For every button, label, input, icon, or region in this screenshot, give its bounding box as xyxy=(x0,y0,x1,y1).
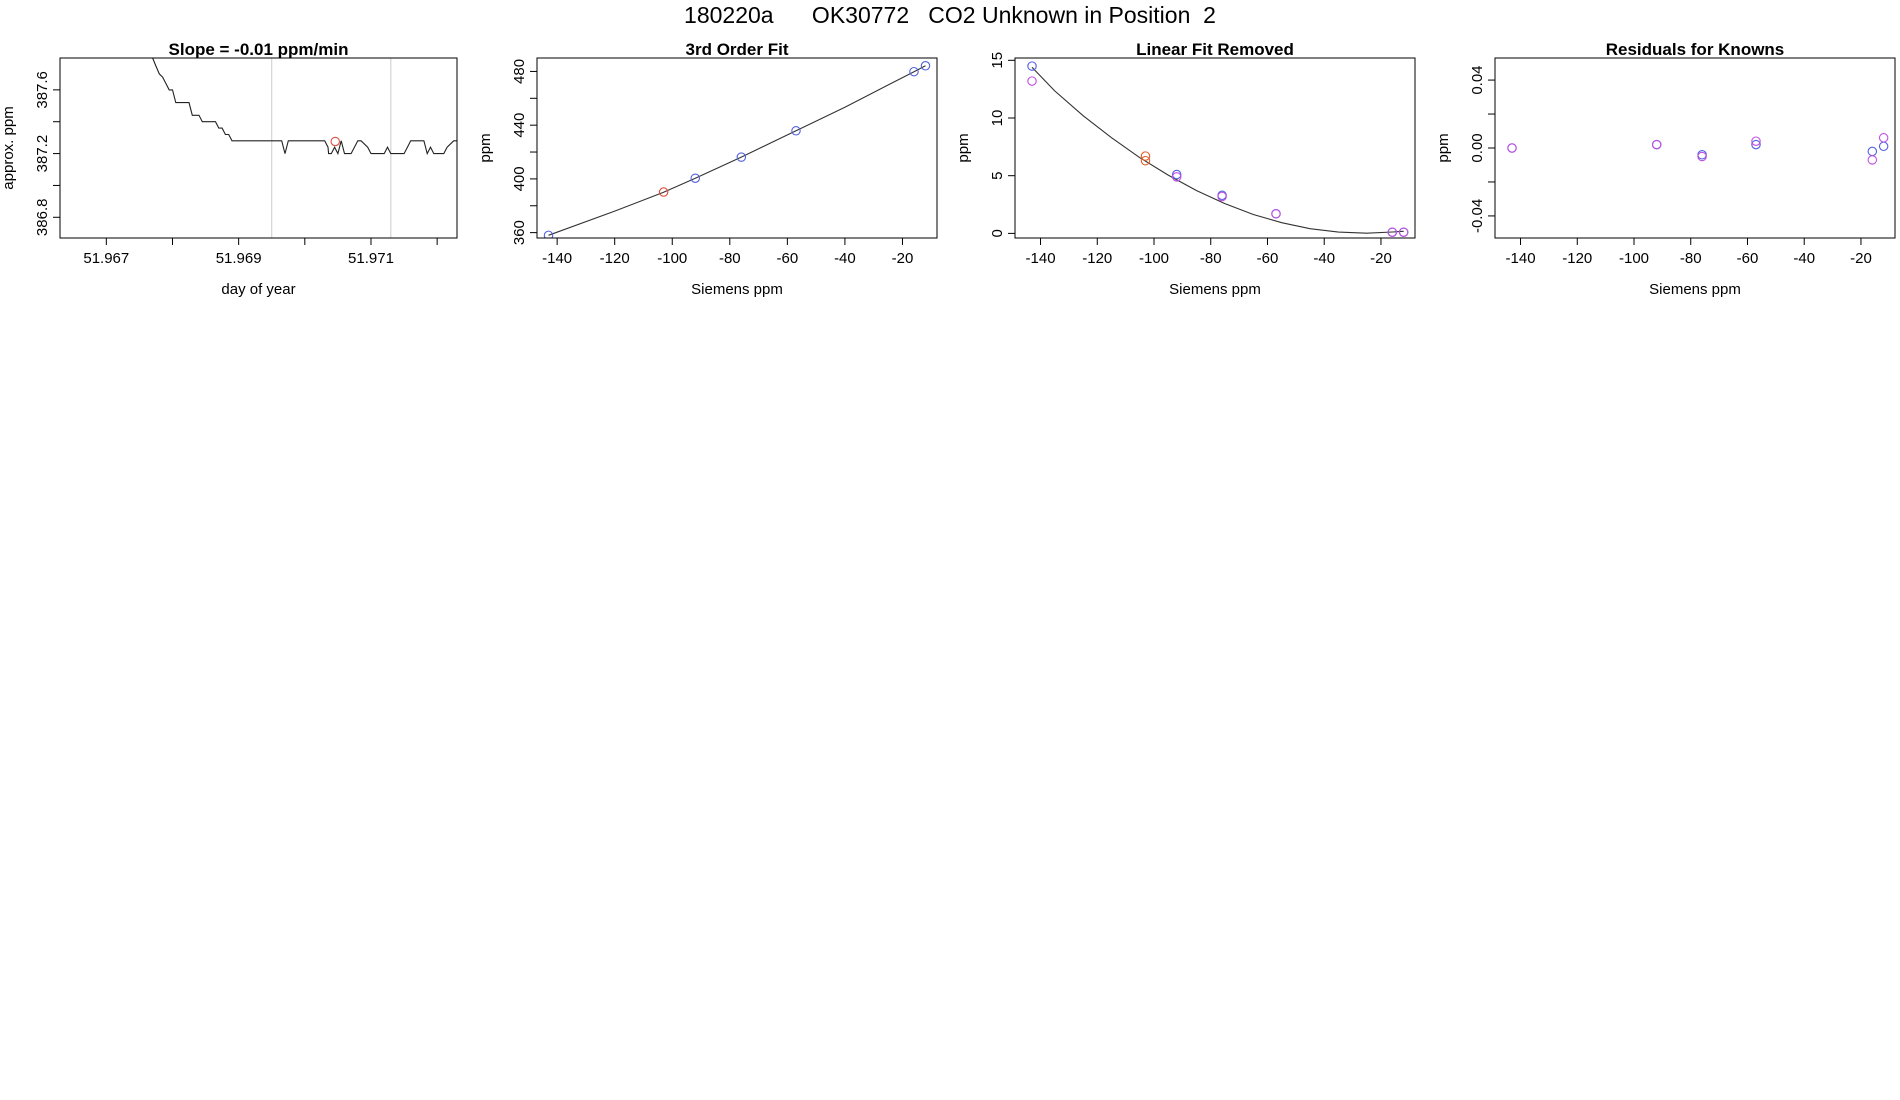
y-tick-label: 386.8 xyxy=(34,199,51,237)
series-line xyxy=(152,58,457,156)
x-tick-label: -40 xyxy=(1793,250,1815,267)
x-tick-label: -120 xyxy=(1562,250,1592,267)
plot-frame xyxy=(536,57,938,239)
x-axis-label: day of year xyxy=(221,281,295,298)
y-tick-label: 387.2 xyxy=(34,135,51,173)
x-tick-label: -20 xyxy=(1850,250,1872,267)
chart-title: Linear Fit Removed xyxy=(1136,40,1294,59)
plot-frame xyxy=(59,57,458,239)
plot-area xyxy=(543,61,931,238)
x-tick-label: 51.967 xyxy=(83,250,129,267)
x-tick-label: -80 xyxy=(1680,250,1702,267)
y-tick-label: 0.04 xyxy=(1469,65,1486,94)
data-point xyxy=(1878,133,1889,143)
data-point xyxy=(1171,169,1182,180)
data-point xyxy=(1507,143,1517,153)
plot-frame xyxy=(1494,57,1896,239)
data-point xyxy=(1027,76,1037,86)
data-point xyxy=(1751,139,1761,150)
chart-title: Residuals for Knowns xyxy=(1606,40,1785,59)
x-tick-label: -100 xyxy=(1139,250,1169,267)
data-point xyxy=(1651,139,1662,150)
data-point xyxy=(1878,141,1889,152)
chart-panel-third-order-fit: 3rd Order Fit -140 -120 -100 -80 -60 -40 -20 360… xyxy=(477,40,938,298)
y-tick-label: 5 xyxy=(989,172,1006,180)
data-point xyxy=(1171,172,1182,182)
x-tick-label: -80 xyxy=(719,250,741,267)
chart-title: 3rd Order Fit xyxy=(686,40,789,59)
data-point xyxy=(1217,191,1227,202)
plot-area xyxy=(152,58,457,238)
x-tick-label: -120 xyxy=(1082,250,1112,267)
y-tick-label: -0.04 xyxy=(1469,199,1486,233)
data-point xyxy=(791,126,801,136)
data-point xyxy=(736,152,747,162)
x-tick-label: -40 xyxy=(1313,250,1335,267)
y-axis-label: ppm xyxy=(477,133,494,162)
highlight-point xyxy=(330,136,341,147)
x-tick-label: 51.969 xyxy=(216,250,262,267)
data-point xyxy=(1027,61,1037,71)
data-point xyxy=(1751,136,1761,146)
chart-title: Slope = -0.01 ppm/min xyxy=(169,40,349,59)
x-tick-label: -140 xyxy=(542,250,572,267)
x-tick-label: 51.971 xyxy=(348,250,394,267)
x-tick-label: -60 xyxy=(1737,250,1759,267)
data-point xyxy=(1867,146,1878,157)
data-point xyxy=(1271,209,1281,219)
y-tick-label: 440 xyxy=(511,113,528,138)
x-axis-label: Siemens ppm xyxy=(1169,281,1261,298)
y-axis-label: ppm xyxy=(955,133,972,162)
y-tick-label: 360 xyxy=(511,220,528,245)
y-tick-label: 400 xyxy=(511,166,528,191)
data-point xyxy=(909,66,919,77)
y-tick-label: 480 xyxy=(511,59,528,84)
x-tick-label: -60 xyxy=(1257,250,1279,267)
y-tick-label: 0 xyxy=(989,229,1006,237)
x-tick-label: -40 xyxy=(834,250,856,267)
x-tick-label: -100 xyxy=(1619,250,1649,267)
fit-curve xyxy=(548,65,926,236)
y-tick-label: 0.00 xyxy=(1469,133,1486,162)
x-axis-label: Siemens ppm xyxy=(691,281,783,298)
data-point xyxy=(920,61,931,71)
plot-area xyxy=(1507,133,1889,165)
y-tick-label: 15 xyxy=(989,52,1006,69)
x-tick-label: -20 xyxy=(1370,250,1392,267)
data-point xyxy=(1387,227,1398,237)
page-title: 180220a OK30772 CO2 Unknown in Position … xyxy=(684,2,1216,28)
data-point xyxy=(543,230,554,238)
y-axis-label: approx. ppm xyxy=(0,106,17,189)
data-point xyxy=(1140,151,1151,161)
chart-panel-linear-fit-removed: Linear Fit Removed -140 -120 -100 -80 -60 -40 -… xyxy=(955,40,1416,298)
plot-area xyxy=(1027,61,1409,237)
data-point xyxy=(1140,155,1151,166)
data-point xyxy=(1867,155,1878,165)
x-tick-label: -120 xyxy=(600,250,630,267)
plot-frame xyxy=(1014,57,1416,239)
y-axis-label: ppm xyxy=(1435,133,1452,162)
x-tick-label: -140 xyxy=(1506,250,1536,267)
chart-panels: Slope = -0.01 ppm/min 51.967 51.969 51.971 3… xyxy=(0,40,1896,298)
data-point xyxy=(690,173,701,183)
data-point xyxy=(1398,227,1409,237)
x-tick-label: -60 xyxy=(777,250,799,267)
x-tick-label: -80 xyxy=(1200,250,1222,267)
x-tick-label: -20 xyxy=(892,250,914,267)
data-point xyxy=(1697,151,1707,162)
fit-curve xyxy=(1031,66,1404,234)
chart-panel-residuals: Residuals for Knowns -140 -120 -100 -80 -60 -4… xyxy=(1435,40,1896,298)
y-tick-label: 10 xyxy=(989,110,1006,127)
x-axis-label: Siemens ppm xyxy=(1649,281,1741,298)
chart-panel-timeseries: Slope = -0.01 ppm/min 51.967 51.969 51.971 3… xyxy=(0,40,458,298)
y-tick-label: 387.6 xyxy=(34,71,51,109)
data-point xyxy=(658,187,669,197)
x-tick-label: -100 xyxy=(657,250,687,267)
x-tick-label: -140 xyxy=(1026,250,1056,267)
